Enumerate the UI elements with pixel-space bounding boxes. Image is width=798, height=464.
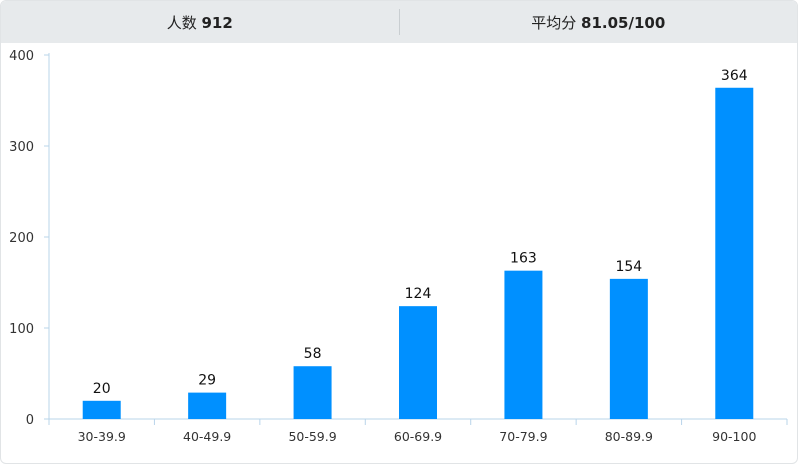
y-tick-label: 400 xyxy=(9,49,34,64)
y-tick-label: 300 xyxy=(9,140,34,155)
data-label: 154 xyxy=(615,259,642,275)
data-label: 29 xyxy=(198,373,216,389)
data-label: 58 xyxy=(304,346,322,362)
bar xyxy=(609,278,648,419)
count-label: 人数 xyxy=(166,13,197,32)
bar xyxy=(715,87,754,419)
x-tick-label: 50-59.9 xyxy=(288,429,336,444)
bar xyxy=(399,306,437,419)
bar xyxy=(188,392,227,419)
data-label: 124 xyxy=(405,286,432,302)
average-value: 81.05/100 xyxy=(581,13,666,32)
x-tick-label: 30-39.9 xyxy=(78,429,126,444)
x-tick-label: 70-79.9 xyxy=(499,429,547,444)
data-label: 163 xyxy=(510,251,537,267)
x-tick-label: 80-89.9 xyxy=(605,429,653,444)
bar xyxy=(82,400,121,419)
bar xyxy=(293,366,332,419)
y-tick-label: 0 xyxy=(26,413,34,428)
count-stat: 人数 912 xyxy=(1,12,399,33)
average-stat: 平均分 81.05/100 xyxy=(400,12,798,33)
x-tick-label: 90-100 xyxy=(712,429,756,444)
y-tick-label: 200 xyxy=(9,231,34,246)
x-tick-label: 40-49.9 xyxy=(183,429,231,444)
count-value: 912 xyxy=(201,13,233,32)
x-tick-label: 60-69.9 xyxy=(394,429,442,444)
data-label: 364 xyxy=(721,68,748,84)
average-label: 平均分 xyxy=(531,13,577,32)
bar xyxy=(504,270,543,419)
data-label: 20 xyxy=(93,381,111,397)
summary-bar: 人数 912 平均分 81.05/100 xyxy=(1,1,797,43)
summary-divider xyxy=(398,9,400,35)
y-tick-label: 100 xyxy=(9,322,34,337)
